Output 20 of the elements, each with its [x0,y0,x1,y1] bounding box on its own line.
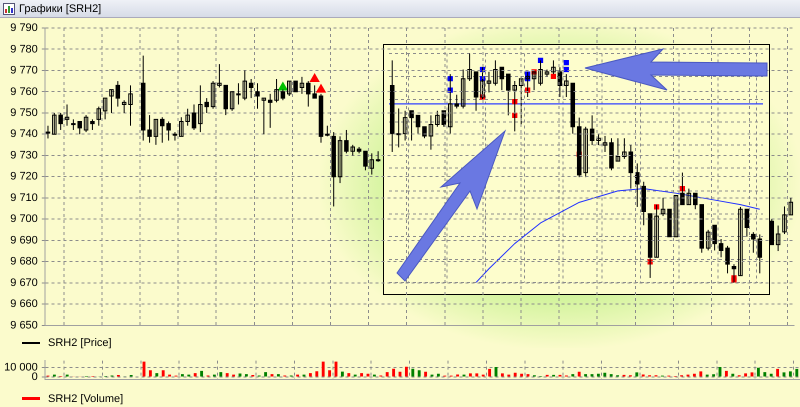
y-tick-label: 9 710 [10,192,38,204]
y-tick-label: 9 720 [10,170,38,183]
legend-label: SRH2 [Price] [48,336,112,348]
y-tick-label: 9 760 [10,86,38,98]
y-tick-label: 9 670 [10,276,38,289]
y-tick-label: 9 700 [10,213,38,226]
y-tick-label: 9 680 [10,256,38,268]
y-tick-label: 0 [32,371,38,384]
y-tick-label: 9 770 [10,64,38,77]
chart-title: Графики [SRH2] [19,2,102,14]
y-tick-label: 9 750 [10,107,38,120]
y-tick-label: 10 000 [4,361,38,374]
y-tick-label: 9 660 [10,298,38,310]
y-tick-label: 9 730 [10,149,38,162]
y-tick-label: 9 650 [10,319,38,332]
y-tick-label: 9 690 [10,234,38,246]
y-tick-label: 9 740 [10,128,38,140]
y-tick-label: 9 780 [10,43,38,56]
series-label: SRH2 [Volume] [48,392,124,404]
y-tick-label: 9 790 [10,22,38,34]
